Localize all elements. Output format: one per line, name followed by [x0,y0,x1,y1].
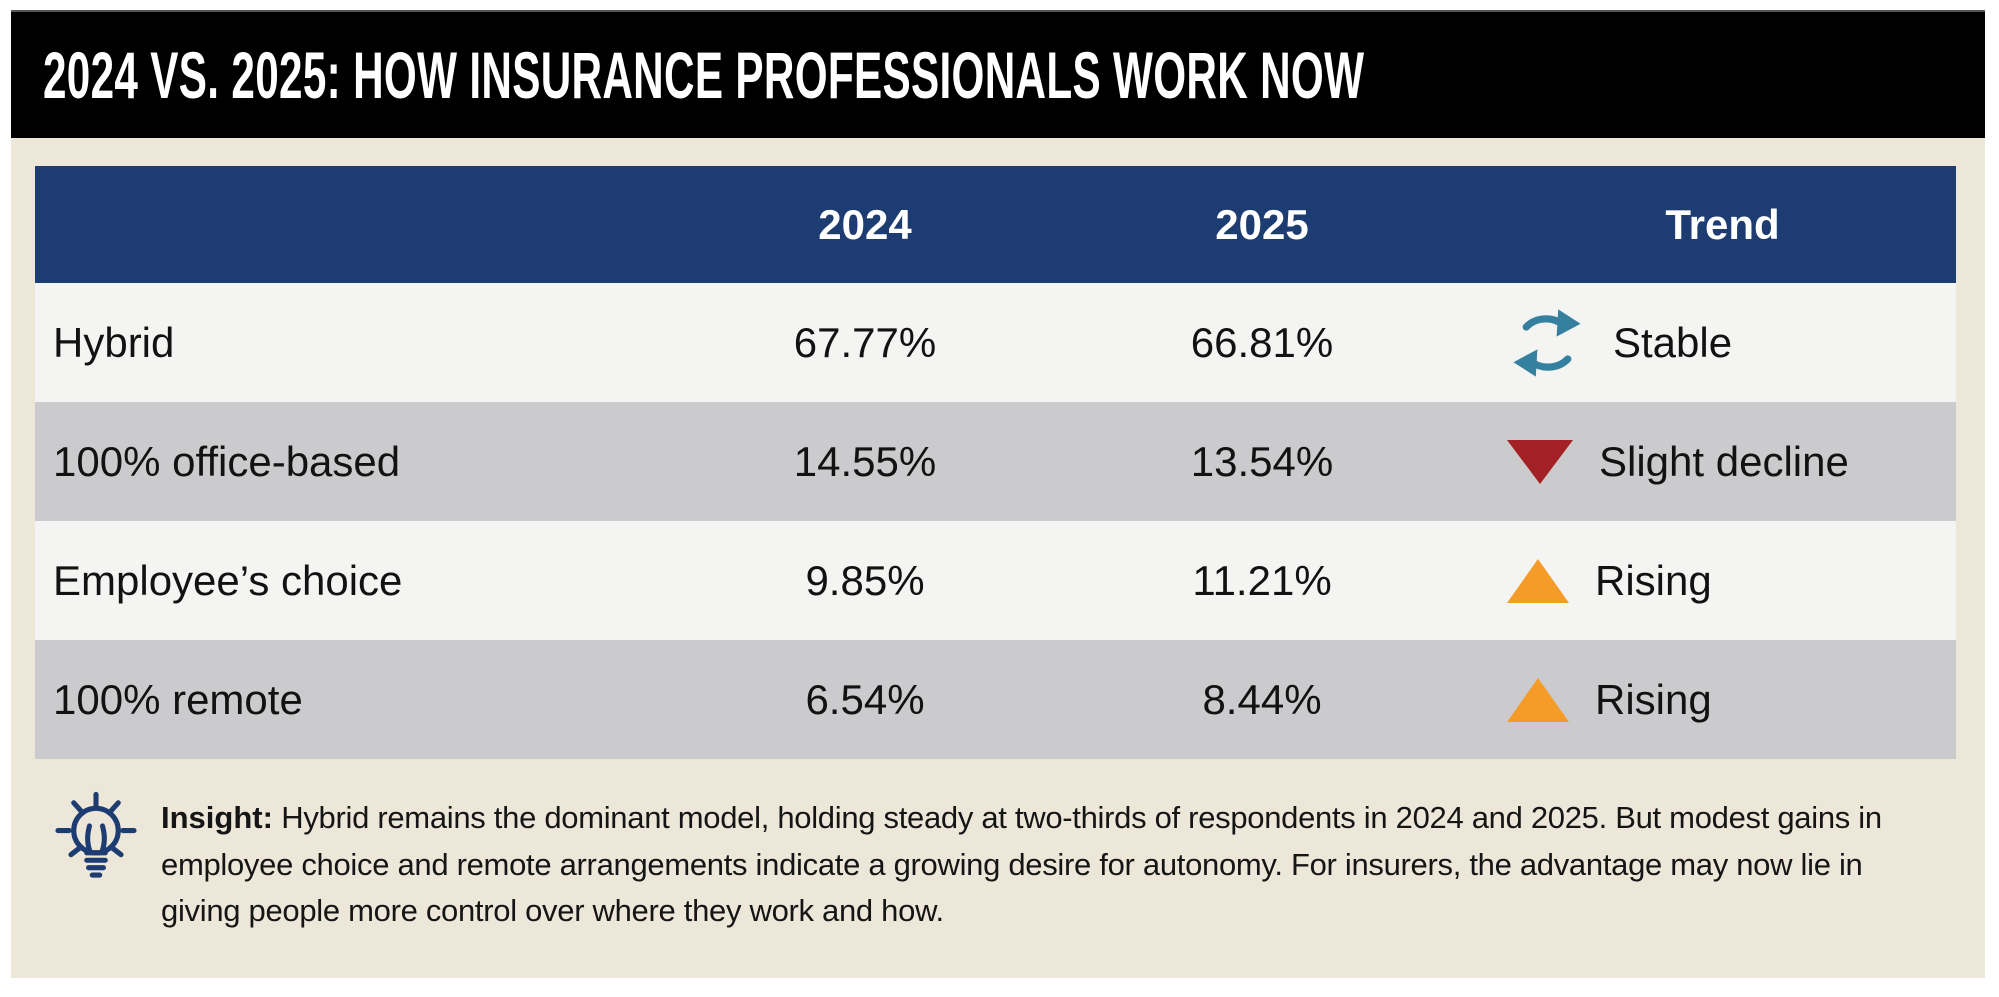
value-2024: 67.77% [793,318,937,366]
work-model-table: 2024 2025 Trend Hybrid 67.77% 66.81% [35,166,1956,759]
header-cell-trend: Trend [1665,200,1780,248]
row-label: 100% remote [53,675,303,723]
trend-label: Rising [1595,556,1712,604]
lightbulb-icon [55,791,137,878]
value-2024: 6.54% [805,675,925,723]
insight-body: Hybrid remains the dominant model, holdi… [161,800,1882,928]
value-2025: 66.81% [1190,318,1334,366]
row-label: Employee’s choice [53,556,403,604]
content-area: 2024 2025 Trend Hybrid 67.77% 66.81% [11,138,1985,978]
trend-cell: Rising [1429,557,1956,605]
row-label: Hybrid [53,318,175,366]
insight-text: Insight: Hybrid remains the dominant mod… [161,781,1906,935]
row-label: 100% office-based [53,437,401,485]
trend-label: Rising [1595,675,1712,723]
table-row-hybrid: Hybrid 67.77% 66.81% Stable [35,283,1956,402]
value-2025: 11.21% [1192,556,1332,604]
trend-cell: Rising [1429,676,1956,724]
trend-label: Stable [1613,318,1733,366]
triangle-down-icon [1507,439,1573,484]
table-row-employees-choice: Employee’s choice 9.85% 11.21% Rising [35,521,1956,640]
insight-section: Insight: Hybrid remains the dominant mod… [35,781,1956,935]
table-row-remote: 100% remote 6.54% 8.44% Rising [35,640,1956,759]
table-row-office-based: 100% office-based 14.55% 13.54% Slight d… [35,402,1956,521]
value-2025: 13.54% [1190,437,1334,485]
title-bar: 2024 VS. 2025: HOW INSURANCE PROFESSIONA… [11,10,1985,138]
header-cell-2025: 2025 [1215,200,1309,248]
trend-cell: Stable [1429,307,1956,379]
page-title: 2024 VS. 2025: HOW INSURANCE PROFESSIONA… [43,38,1365,112]
trend-label: Slight decline [1599,437,1849,485]
triangle-up-icon [1507,558,1569,603]
value-2025: 8.44% [1202,675,1322,723]
header-cell-2024: 2024 [818,200,912,248]
value-2024: 9.85% [805,556,925,604]
trend-cell: Slight decline [1429,438,1956,486]
value-2024: 14.55% [793,437,937,485]
infographic: 2024 VS. 2025: HOW INSURANCE PROFESSIONA… [11,10,1985,978]
insight-label: Insight: [161,800,273,835]
triangle-up-icon [1507,677,1569,722]
table-header-row: 2024 2025 Trend [35,166,1956,283]
cycle-arrows-icon [1513,308,1581,377]
